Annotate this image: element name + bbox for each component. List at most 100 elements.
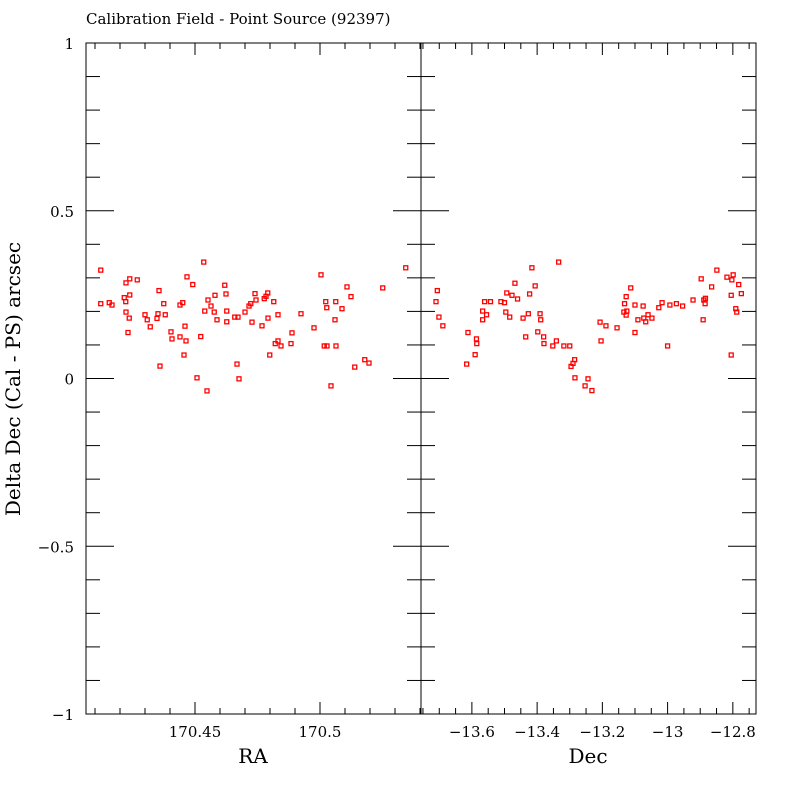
data-point bbox=[202, 308, 208, 314]
data-point bbox=[487, 299, 494, 305]
data-point bbox=[184, 274, 190, 280]
data-point bbox=[589, 387, 595, 394]
data-point bbox=[434, 287, 440, 294]
data-point bbox=[236, 376, 242, 382]
data-point bbox=[323, 299, 329, 305]
data-point bbox=[529, 265, 535, 271]
data-point bbox=[242, 309, 248, 315]
panel-frame bbox=[85, 42, 422, 715]
data-point bbox=[736, 281, 742, 288]
data-point bbox=[582, 383, 588, 389]
x-axis-label-ra: RA bbox=[238, 744, 268, 768]
data-point bbox=[155, 311, 161, 317]
data-point bbox=[585, 376, 591, 382]
panel-frame bbox=[420, 42, 757, 715]
data-point bbox=[603, 323, 609, 329]
data-point bbox=[311, 325, 317, 331]
data-point bbox=[572, 375, 578, 381]
y-tick-label: −1 bbox=[52, 706, 74, 724]
data-point bbox=[232, 314, 238, 320]
data-point bbox=[318, 272, 324, 278]
data-point bbox=[623, 293, 629, 300]
data-point bbox=[362, 357, 368, 363]
data-point bbox=[473, 336, 480, 342]
data-point bbox=[288, 340, 294, 347]
data-point bbox=[123, 299, 129, 305]
data-point bbox=[714, 267, 720, 273]
data-point bbox=[272, 340, 278, 347]
data-point bbox=[649, 315, 655, 321]
data-point bbox=[249, 319, 255, 325]
data-point bbox=[223, 291, 229, 297]
data-point bbox=[278, 343, 284, 349]
data-point bbox=[321, 343, 327, 349]
data-point bbox=[541, 340, 547, 347]
data-point bbox=[540, 334, 547, 340]
data-point bbox=[194, 375, 200, 381]
data-point bbox=[127, 276, 133, 282]
data-point bbox=[483, 312, 490, 318]
x-tick-label: 170.45 bbox=[169, 723, 222, 741]
data-point bbox=[123, 280, 129, 286]
data-point bbox=[275, 312, 281, 318]
data-point bbox=[156, 287, 162, 294]
data-point bbox=[253, 297, 259, 303]
data-point bbox=[332, 317, 338, 323]
data-point bbox=[597, 319, 603, 325]
data-point bbox=[667, 302, 673, 308]
data-point bbox=[265, 290, 271, 296]
data-point bbox=[352, 364, 358, 370]
data-point bbox=[344, 284, 350, 290]
data-point bbox=[169, 336, 175, 342]
data-point bbox=[123, 309, 129, 315]
data-point bbox=[690, 297, 696, 303]
data-point bbox=[621, 301, 628, 307]
data-point bbox=[267, 352, 273, 358]
data-point bbox=[640, 303, 646, 309]
x-tick-label: −12.8 bbox=[710, 723, 756, 741]
data-point bbox=[480, 308, 486, 314]
data-point bbox=[504, 290, 510, 296]
data-point bbox=[535, 329, 541, 335]
data-point bbox=[252, 290, 258, 297]
y-axis-label: Delta Dec (Cal - PS) arcsec bbox=[1, 242, 25, 516]
data-point bbox=[234, 361, 240, 367]
data-point bbox=[702, 301, 708, 307]
data-point bbox=[507, 314, 513, 320]
data-point bbox=[729, 277, 735, 283]
data-point bbox=[464, 361, 470, 367]
data-point bbox=[567, 343, 573, 349]
data-point bbox=[298, 311, 304, 317]
data-point bbox=[514, 296, 521, 302]
data-point bbox=[553, 338, 560, 344]
data-point bbox=[509, 292, 515, 298]
data-point bbox=[198, 333, 204, 340]
data-point bbox=[523, 334, 529, 340]
data-point bbox=[728, 292, 734, 298]
data-point bbox=[702, 295, 709, 301]
data-point bbox=[161, 301, 167, 307]
data-point bbox=[632, 329, 638, 336]
y-tick-label: 0.5 bbox=[50, 203, 74, 221]
data-point bbox=[734, 309, 740, 315]
data-point bbox=[520, 315, 526, 321]
x-tick-label: −13.2 bbox=[579, 723, 625, 741]
data-point bbox=[205, 297, 211, 303]
data-point bbox=[433, 299, 439, 305]
data-point bbox=[537, 311, 543, 317]
data-point bbox=[561, 343, 567, 349]
data-point bbox=[708, 284, 715, 290]
data-point bbox=[614, 325, 620, 331]
data-point bbox=[659, 300, 665, 306]
data-point bbox=[98, 267, 104, 273]
data-point bbox=[181, 352, 187, 358]
data-point bbox=[643, 319, 649, 325]
data-point bbox=[656, 305, 662, 311]
data-point bbox=[190, 281, 196, 288]
x-tick-label: −13 bbox=[652, 723, 684, 741]
data-point bbox=[109, 302, 115, 308]
data-point bbox=[182, 323, 188, 329]
data-point bbox=[700, 317, 706, 323]
data-point bbox=[472, 352, 478, 358]
